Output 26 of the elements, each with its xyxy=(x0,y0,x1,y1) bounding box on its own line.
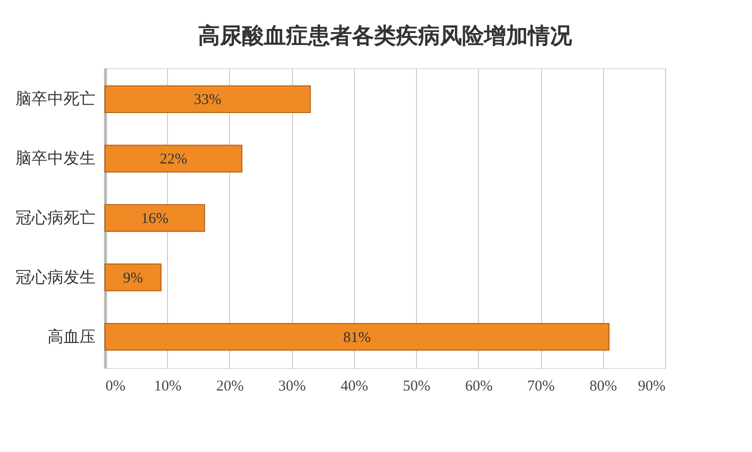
data-label: 33% xyxy=(194,92,222,108)
data-label: 22% xyxy=(160,152,188,168)
y-tick-label: 脑卒中发生 xyxy=(16,150,96,168)
y-tick-label: 脑卒中死亡 xyxy=(16,90,96,108)
bar xyxy=(104,322,610,351)
y-tick-label: 冠心病死亡 xyxy=(16,209,96,227)
data-label: 16% xyxy=(141,211,169,227)
bar xyxy=(104,264,162,292)
bar xyxy=(104,144,242,172)
y-tick-label: 冠心病发生 xyxy=(16,268,96,286)
x-tick-label: 10% xyxy=(154,378,182,394)
x-tick-label: 70% xyxy=(527,378,555,394)
x-tick-label: 30% xyxy=(278,378,306,394)
x-tick-label: 20% xyxy=(216,378,244,394)
x-tick-label: 80% xyxy=(590,378,618,394)
x-tick-label: 50% xyxy=(402,378,430,394)
x-tick-label: 0% xyxy=(106,378,126,394)
bar xyxy=(104,204,206,232)
y-tick-label: 高血压 xyxy=(48,328,96,346)
x-tick-label: 60% xyxy=(465,378,493,394)
x-tick-label: 90% xyxy=(638,378,666,394)
x-tick-label: 40% xyxy=(340,378,368,394)
data-label: 81% xyxy=(343,330,371,346)
data-label: 9% xyxy=(123,270,143,286)
bar xyxy=(104,85,311,114)
chart-title: 高尿酸血症患者各类疾病风险增加情况 xyxy=(198,23,573,48)
